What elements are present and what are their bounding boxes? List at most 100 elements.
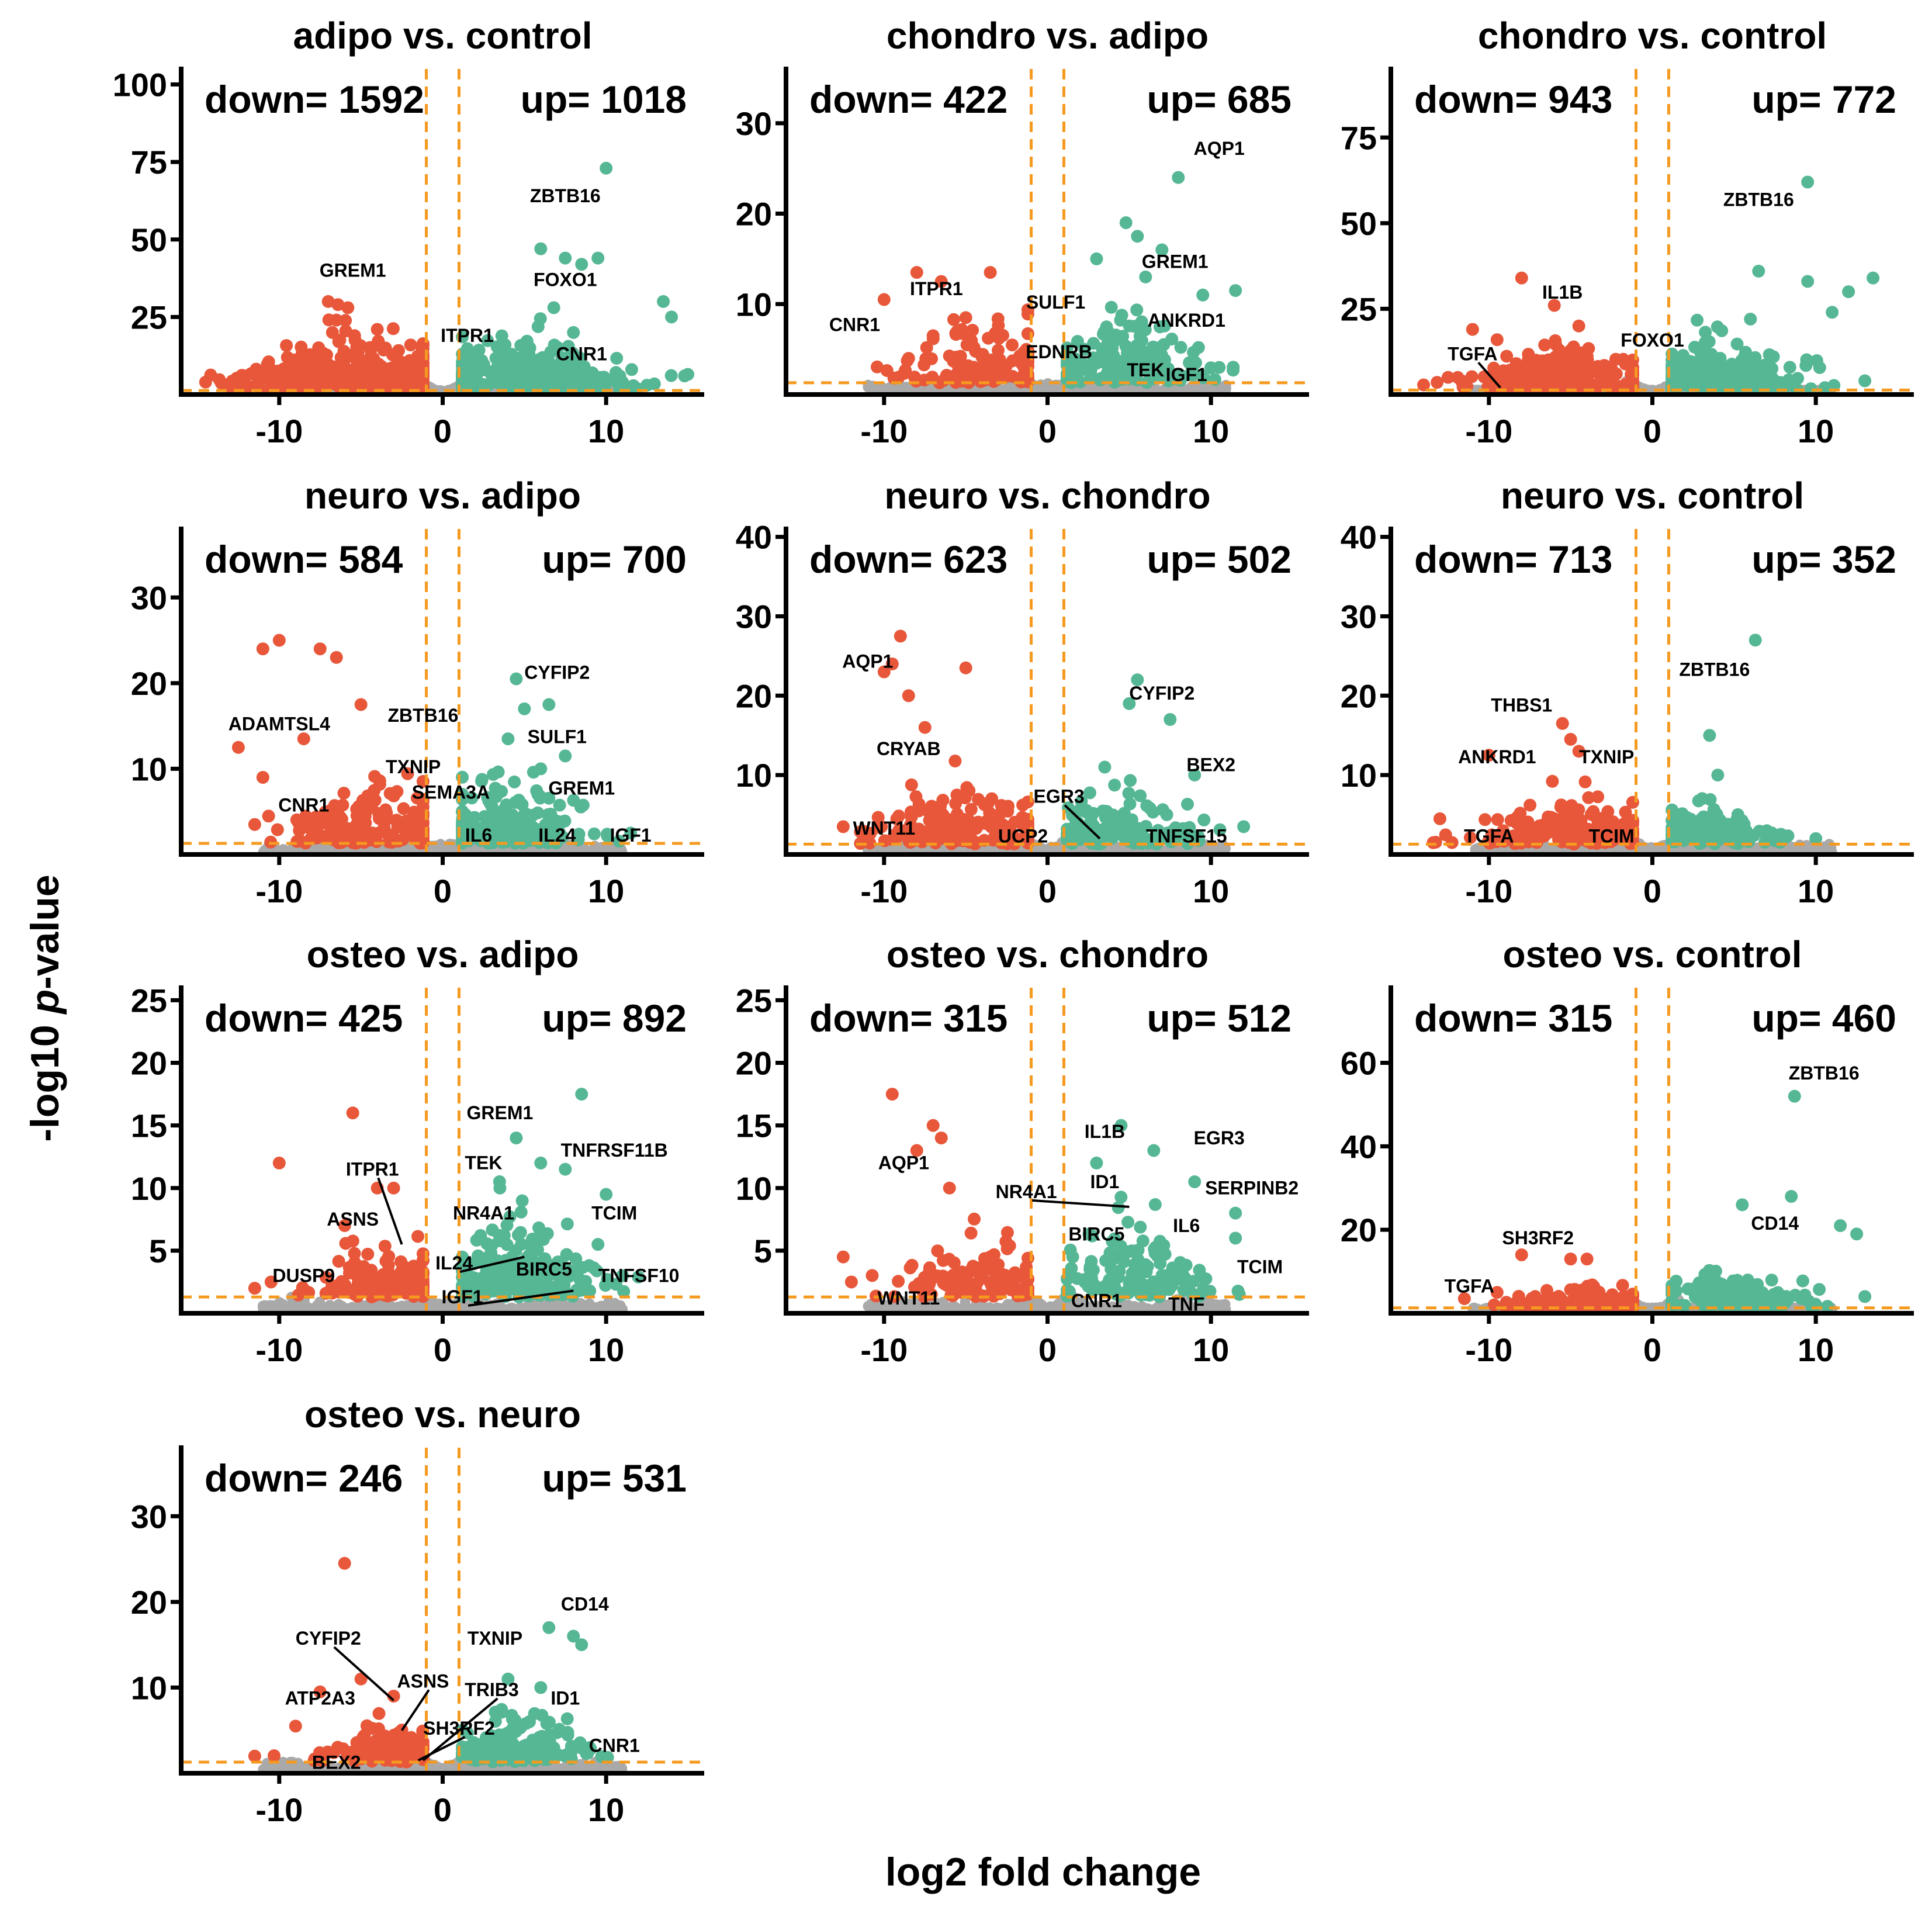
up-point bbox=[542, 808, 555, 821]
down-point bbox=[397, 802, 410, 815]
up-point bbox=[1083, 787, 1096, 800]
down-outlier-point bbox=[232, 741, 245, 754]
down-point bbox=[331, 376, 344, 389]
down-point bbox=[948, 755, 961, 767]
up-outlier-point bbox=[534, 762, 547, 775]
up-point bbox=[491, 817, 504, 830]
down-point bbox=[404, 338, 417, 351]
down-point bbox=[1569, 380, 1582, 393]
down-point bbox=[404, 376, 417, 389]
down-point bbox=[965, 338, 978, 351]
up-point bbox=[1175, 341, 1187, 354]
y-tick-label: 75 bbox=[1341, 119, 1377, 156]
up-point bbox=[1099, 822, 1112, 835]
x-tick-label: 10 bbox=[588, 873, 624, 909]
up-point bbox=[1097, 328, 1110, 341]
down-outlier-point bbox=[281, 351, 294, 364]
x-tick-label: 10 bbox=[588, 413, 624, 449]
up-outlier-point bbox=[518, 703, 531, 715]
x-tick-label: 0 bbox=[434, 413, 452, 449]
up-outlier-point bbox=[510, 673, 522, 686]
up-point bbox=[1087, 807, 1100, 820]
up-outlier-point bbox=[501, 732, 514, 745]
up-point bbox=[665, 369, 678, 382]
down-point bbox=[384, 787, 397, 800]
down-point bbox=[362, 834, 375, 847]
up-outlier-point bbox=[1120, 216, 1133, 229]
up-point bbox=[1715, 324, 1728, 337]
up-outlier-point bbox=[657, 295, 670, 308]
y-tick-label: 75 bbox=[131, 144, 167, 181]
down-outlier-point bbox=[322, 295, 335, 308]
y-tick-label: 25 bbox=[131, 299, 167, 335]
up-count-label: up= 772 bbox=[1751, 78, 1896, 121]
gene-label: TNFSF15 bbox=[1146, 826, 1227, 847]
x-tick-label: -10 bbox=[860, 413, 908, 449]
down-point bbox=[310, 347, 323, 360]
gene-label: FOXO1 bbox=[1621, 330, 1684, 351]
up-outlier-point bbox=[616, 376, 629, 389]
gene-label: GREM1 bbox=[1142, 251, 1209, 272]
up-point bbox=[588, 828, 601, 840]
gene-label: BEX2 bbox=[1186, 754, 1235, 775]
up-outlier-point bbox=[1196, 289, 1209, 302]
down-outlier-point bbox=[960, 662, 972, 674]
down-point bbox=[1574, 358, 1587, 371]
down-point bbox=[960, 781, 973, 794]
down-count-label: down= 623 bbox=[809, 538, 1007, 581]
down-point bbox=[403, 354, 416, 367]
up-outlier-point bbox=[1858, 375, 1871, 387]
down-point bbox=[356, 822, 369, 835]
down-point bbox=[871, 361, 884, 373]
y-tick-label: 50 bbox=[1341, 205, 1377, 242]
up-outlier-point bbox=[1842, 285, 1855, 298]
down-point bbox=[962, 359, 975, 372]
y-tick-label: 25 bbox=[1341, 290, 1377, 327]
gene-label: CNR1 bbox=[829, 314, 880, 335]
down-outlier-point bbox=[355, 698, 368, 711]
up-point bbox=[566, 377, 579, 390]
up-point bbox=[1085, 363, 1097, 376]
down-point bbox=[1549, 372, 1562, 385]
gene-label: ITPR1 bbox=[910, 278, 963, 299]
gene-label: GREM1 bbox=[320, 259, 386, 281]
down-outlier-point bbox=[910, 266, 923, 279]
up-count-label: up= 685 bbox=[1147, 78, 1292, 121]
up-point bbox=[1064, 836, 1076, 849]
down-outlier-point bbox=[1442, 371, 1455, 384]
down-point bbox=[295, 341, 307, 354]
gene-label: ANKRD1 bbox=[1148, 310, 1225, 331]
x-tick-label: 0 bbox=[1038, 413, 1057, 449]
down-outlier-point bbox=[927, 329, 940, 342]
down-count-label: down= 1592 bbox=[205, 78, 424, 121]
down-outlier-point bbox=[894, 629, 907, 642]
down-point bbox=[1006, 338, 1019, 351]
y-tick-label: 30 bbox=[736, 105, 772, 142]
down-outlier-point bbox=[306, 360, 318, 373]
y-tick-label: 20 bbox=[736, 196, 772, 233]
down-outlier-point bbox=[371, 323, 384, 336]
up-point bbox=[1130, 303, 1143, 316]
up-point bbox=[1108, 778, 1121, 791]
gene-label: CRYAB bbox=[877, 738, 941, 759]
gene-label: WNT11 bbox=[853, 818, 915, 839]
down-outlier-point bbox=[878, 293, 891, 306]
down-point bbox=[365, 799, 378, 812]
up-outlier-point bbox=[548, 301, 560, 314]
up-point bbox=[1789, 380, 1802, 393]
down-point bbox=[271, 823, 284, 836]
up-point bbox=[495, 785, 508, 798]
up-point bbox=[506, 360, 519, 373]
down-point bbox=[331, 362, 344, 375]
up-outlier-point bbox=[591, 252, 604, 265]
up-point bbox=[534, 312, 547, 325]
up-point bbox=[581, 368, 594, 381]
up-point bbox=[577, 799, 590, 812]
up-point bbox=[610, 352, 623, 365]
gene-label: IL6 bbox=[465, 825, 492, 846]
down-outlier-point bbox=[1466, 323, 1479, 336]
up-point bbox=[478, 810, 491, 823]
gene-label: SULF1 bbox=[528, 726, 587, 747]
down-point bbox=[936, 794, 949, 807]
up-point bbox=[1699, 326, 1712, 338]
